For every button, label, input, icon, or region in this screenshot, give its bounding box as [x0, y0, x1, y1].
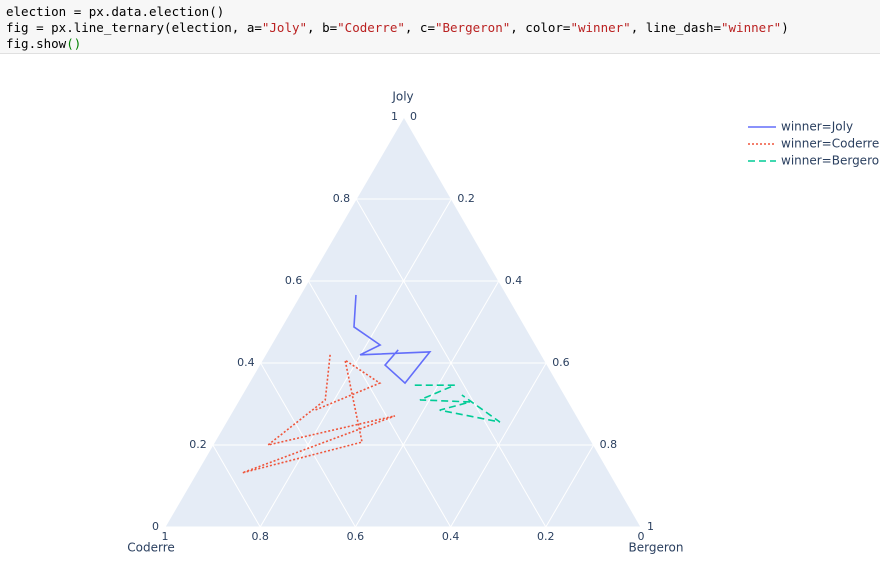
a-tick-label: 0.8	[333, 192, 351, 205]
code-token: "Coderre"	[337, 20, 405, 35]
code-token: "winner"	[570, 20, 631, 35]
code-token: , line_dash=	[630, 20, 721, 35]
code-line: election = px.data.election()	[6, 4, 874, 20]
legend-label: winner=Joly	[781, 120, 853, 134]
c-tick-label: 0.2	[457, 192, 475, 205]
series-line	[241, 354, 396, 474]
legend-item: winner=Joly	[748, 120, 853, 134]
a-axis-title: Joly	[391, 90, 413, 104]
grid-line	[450, 362, 547, 528]
code-token: "winner"	[721, 20, 782, 35]
code-token: )	[781, 20, 789, 35]
code-token: fig.show	[6, 36, 67, 51]
grid-line	[403, 116, 642, 528]
legend-label: winner=Bergeron	[781, 154, 880, 168]
b-tick-label: 0.4	[442, 530, 460, 543]
grid-line	[212, 444, 261, 528]
grid-line	[307, 280, 452, 528]
b-axis-title: Coderre	[127, 541, 175, 555]
b-tick-label: 0.8	[251, 530, 269, 543]
c-tick-label: 0.6	[552, 356, 570, 369]
legend-item: winner=Coderre	[748, 137, 879, 151]
c-axis-title: Bergeron	[629, 541, 684, 555]
b-tick-label: 1	[162, 530, 169, 543]
code-token: , b=	[307, 20, 338, 35]
grid-line	[354, 280, 500, 528]
ternary-background	[165, 117, 641, 527]
c-tick-label: 1	[647, 520, 654, 533]
c-tick-label: 0.4	[505, 274, 523, 287]
code-line: fig = px.line_ternary(election, a="Joly"…	[6, 20, 874, 36]
b-tick-label: 0	[638, 530, 645, 543]
code-token: ()	[66, 36, 82, 51]
b-tick-label: 0.2	[537, 530, 555, 543]
c-tick-label: 0	[410, 110, 417, 123]
legend-label: winner=Coderre	[781, 137, 879, 151]
grid-line	[545, 444, 595, 528]
legend-item: winner=Bergeron	[748, 154, 880, 168]
code-token: fig = px.line_ternary(election, a=	[6, 20, 262, 35]
a-tick-label: 1	[391, 110, 398, 123]
series-line	[414, 384, 501, 423]
b-tick-label: 0.6	[347, 530, 365, 543]
a-tick-label: 0	[152, 520, 159, 533]
tick-labels: 00.20.40.60.8100.20.40.60.8100.20.40.60.…	[152, 110, 654, 543]
c-tick-label: 0.8	[600, 438, 618, 451]
grid-line	[164, 116, 405, 528]
code-token: "Joly"	[261, 20, 308, 35]
a-tick-label: 0.4	[237, 356, 255, 369]
code-cell: election = px.data.election() fig = px.li…	[0, 0, 880, 54]
a-tick-label: 0.2	[189, 438, 207, 451]
series-line	[353, 294, 432, 385]
a-tick-label: 0.6	[285, 274, 303, 287]
grid-line	[259, 198, 452, 528]
code-token: , color=	[510, 20, 571, 35]
code-token: election = px.data.election()	[6, 4, 225, 19]
code-token: "Bergeron"	[434, 20, 511, 35]
code-line: fig.show()	[6, 36, 874, 52]
grid	[164, 116, 642, 528]
code-token: , c=	[404, 20, 435, 35]
